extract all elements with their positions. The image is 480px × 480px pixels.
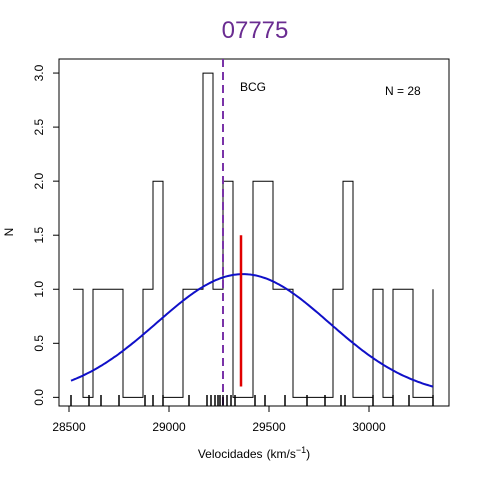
x-tick-label: 30000 [352, 420, 386, 434]
histogram-outline [73, 72, 434, 398]
chart-title: 07775 [222, 17, 289, 44]
x-axis-label-text: Velocidades [198, 447, 263, 461]
velocity-rug [70, 395, 434, 406]
x-tick-label: 29000 [152, 420, 186, 434]
y-tick-label: 1.5 [32, 227, 46, 244]
gaussian-fit-curve [70, 273, 434, 388]
x-axis: 28500 29000 29500 30000 [52, 406, 386, 434]
x-tick-label: 29500 [252, 420, 286, 434]
y-tick-label: 2.5 [32, 118, 46, 135]
x-tick-label: 28500 [52, 420, 86, 434]
y-tick-label: 1.0 [32, 281, 46, 298]
y-tick-label: 3.0 [32, 64, 46, 81]
x-axis-unit-close: ) [306, 447, 310, 461]
x-axis-unit-base: (km/s [267, 447, 296, 461]
x-axis-unit-exponent: −1 [296, 445, 306, 455]
y-tick-label: 0.5 [32, 335, 46, 352]
n-count-label: N = 28 [385, 84, 421, 98]
y-tick-label: 0.0 [32, 389, 46, 406]
y-axis-label: N [2, 228, 16, 237]
y-axis: 0.0 0.5 1.0 1.5 2.0 2.5 3.0 [32, 64, 59, 406]
bcg-label: BCG [240, 80, 266, 94]
x-axis-label: Velocidades (km/s−1) [198, 445, 310, 461]
y-tick-label: 2.0 [32, 172, 46, 189]
plot-frame [58, 58, 450, 407]
